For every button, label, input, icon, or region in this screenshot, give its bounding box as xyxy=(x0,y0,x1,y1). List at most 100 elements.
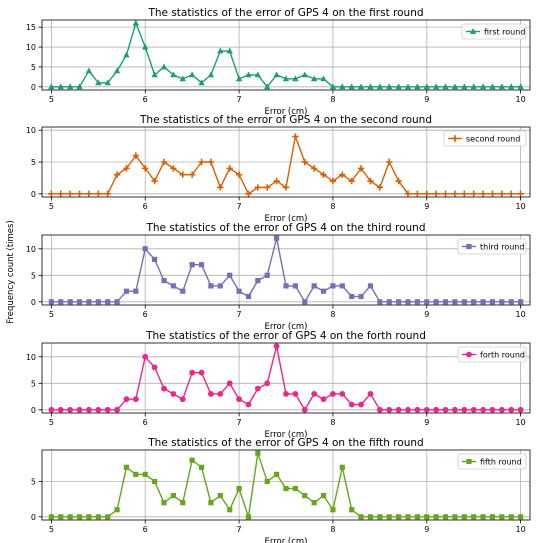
data-point xyxy=(188,171,196,178)
data-point xyxy=(48,83,55,90)
data-point xyxy=(179,171,186,178)
data-point xyxy=(76,190,83,198)
data-point xyxy=(470,190,477,198)
data-point xyxy=(264,184,271,191)
data-point xyxy=(452,406,458,413)
data-point xyxy=(76,299,83,305)
data-point xyxy=(433,299,439,305)
data-point xyxy=(67,299,73,305)
data-point xyxy=(489,514,496,520)
data-point xyxy=(142,353,149,360)
legend-marker xyxy=(466,243,472,250)
x-tick-label: 10 xyxy=(516,202,526,211)
data-point xyxy=(357,83,365,90)
data-point xyxy=(311,391,318,397)
data-point xyxy=(348,177,355,185)
data-point xyxy=(396,514,402,520)
data-point xyxy=(282,184,290,191)
data-point xyxy=(245,514,252,520)
y-tick-label: 10 xyxy=(26,245,36,254)
data-point xyxy=(386,158,393,166)
x-tick-label: 6 xyxy=(143,95,148,104)
data-point xyxy=(198,158,205,166)
data-point xyxy=(339,391,346,397)
data-point xyxy=(442,514,449,520)
data-point xyxy=(58,514,64,520)
data-point xyxy=(471,514,477,520)
data-point xyxy=(386,299,392,305)
data-point xyxy=(235,75,243,82)
data-point xyxy=(339,464,345,470)
data-point xyxy=(292,485,298,492)
data-point xyxy=(470,83,477,90)
y-tick-label: 5 xyxy=(31,379,36,388)
data-point xyxy=(320,171,327,178)
data-point xyxy=(95,79,102,86)
data-point xyxy=(499,299,505,305)
data-point xyxy=(283,391,289,397)
data-point xyxy=(470,406,477,413)
x-tick-label: 5 xyxy=(49,310,54,319)
x-tick-label: 6 xyxy=(143,418,148,427)
data-point xyxy=(151,364,158,371)
x-tick-label: 9 xyxy=(424,95,429,104)
data-point xyxy=(386,514,392,520)
panel-title: The statistics of the error of GPS 4 on … xyxy=(145,222,425,234)
data-point xyxy=(198,369,205,376)
data-point xyxy=(161,278,167,284)
legend: first round xyxy=(461,23,527,40)
y-tick-label: 10 xyxy=(26,126,36,135)
legend-marker xyxy=(466,458,472,465)
data-point xyxy=(301,406,308,413)
y-tick-label: 0 xyxy=(31,190,36,199)
data-point xyxy=(292,75,299,82)
legend-box xyxy=(443,130,527,147)
x-tick-label: 10 xyxy=(516,310,526,319)
data-point xyxy=(479,190,487,198)
data-point xyxy=(274,471,280,477)
data-point xyxy=(499,514,505,520)
data-point xyxy=(405,406,411,413)
data-point xyxy=(432,83,440,90)
data-point xyxy=(217,47,224,54)
data-point xyxy=(179,75,186,82)
data-point xyxy=(217,283,223,289)
axes-frame xyxy=(41,126,531,198)
y-tick-label: 5 xyxy=(31,271,36,280)
data-point xyxy=(180,288,186,294)
x-tick-label: 8 xyxy=(330,310,335,319)
x-tick-label: 5 xyxy=(49,95,54,104)
legend: fifth round xyxy=(457,453,527,470)
data-point xyxy=(320,396,327,403)
data-point xyxy=(414,83,421,90)
data-point xyxy=(67,514,73,520)
data-point xyxy=(395,83,402,90)
data-point xyxy=(424,299,430,305)
data-point xyxy=(433,406,440,413)
x-tick-label: 7 xyxy=(237,525,242,534)
panel-3: The statistics of the error of GPS 4 on … xyxy=(26,222,531,332)
data-point xyxy=(367,514,374,520)
data-point xyxy=(442,299,449,305)
x-tick-label: 7 xyxy=(237,202,242,211)
data-point xyxy=(161,500,167,506)
data-point xyxy=(104,406,111,413)
panel-1: The statistics of the error of GPS 4 on … xyxy=(26,7,531,117)
data-point xyxy=(423,190,430,198)
data-point xyxy=(180,500,186,506)
data-point xyxy=(386,406,393,413)
data-point xyxy=(255,278,261,284)
data-point xyxy=(498,83,506,90)
data-point xyxy=(508,406,515,413)
legend-label: fifth round xyxy=(480,458,522,467)
legend-label: first round xyxy=(484,28,525,37)
data-point xyxy=(161,385,167,392)
x-tick-label: 8 xyxy=(330,95,335,104)
data-point xyxy=(48,190,55,198)
data-point xyxy=(245,190,252,198)
x-tick-label: 5 xyxy=(49,525,54,534)
data-point xyxy=(227,507,233,513)
data-point xyxy=(480,299,486,305)
legend-label: third round xyxy=(480,243,524,252)
